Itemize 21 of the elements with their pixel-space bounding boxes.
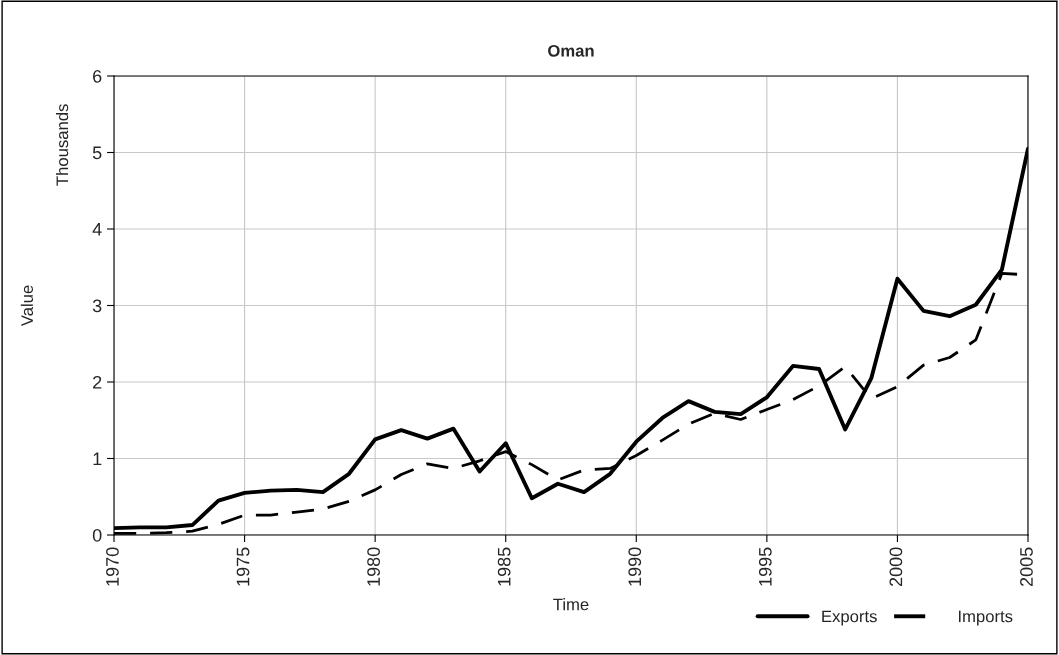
chart-title: Oman xyxy=(548,44,594,57)
x-tick-label: 2000 xyxy=(889,547,903,587)
x-tick-label: 1980 xyxy=(367,547,380,586)
y-axis-title: Value xyxy=(20,285,34,327)
y-tick-label: 4 xyxy=(92,223,102,236)
y-tick-label: 1 xyxy=(93,452,102,466)
y-tick-label: 3 xyxy=(92,299,102,313)
x-tick-label: 1990 xyxy=(628,547,642,586)
x-axis-title: Time xyxy=(553,598,589,611)
x-tick-label: 1985 xyxy=(497,547,511,586)
x-tick-label: 2005 xyxy=(1020,547,1033,587)
legend-label: Imports xyxy=(958,610,1013,626)
y-tick-label: 5 xyxy=(92,146,102,160)
x-tick-label: 1975 xyxy=(236,547,250,586)
text: Thousands xyxy=(55,104,69,186)
y-tick-label: 2 xyxy=(93,375,102,389)
x-tick-label: 1970 xyxy=(106,547,119,586)
x-tick-label: 1995 xyxy=(758,547,772,586)
y-tick-label: 6 xyxy=(93,69,102,83)
legend-label: Exports xyxy=(822,610,877,626)
y-tick-label: 0 xyxy=(92,528,102,542)
